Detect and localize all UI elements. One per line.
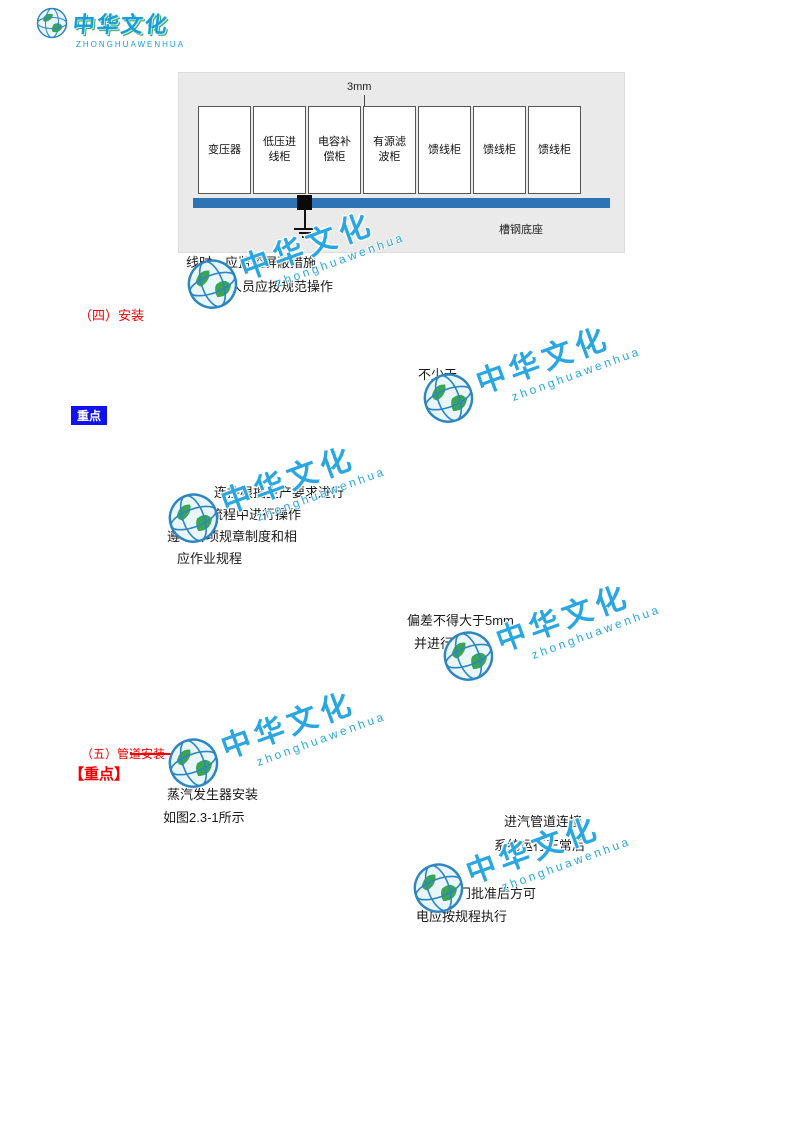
- cabinet-box-incoming: 低压进 线柜: [253, 106, 306, 194]
- cabinet-box-feeder-3: 馈线柜: [528, 106, 581, 194]
- ground-symbol-line: [302, 236, 308, 238]
- watermark: 中华文化 zhonghuawenhua: [159, 669, 388, 798]
- watermark-subtitle: zhonghuawenhua: [509, 343, 643, 404]
- channel-steel-base-bar: [193, 198, 610, 208]
- body-text-line: 统节的流程中进行操作: [171, 507, 302, 522]
- body-text-line: 遵守各项规章制度和相: [167, 529, 298, 544]
- body-text-line: 安全部门批准后方可: [419, 886, 537, 901]
- body-text-line: 应作业规程: [177, 551, 243, 566]
- body-text-line: 进汽管道连接: [504, 814, 583, 829]
- red-heading: 【重点】: [69, 766, 130, 783]
- brand-title: 中华文化: [71, 12, 171, 37]
- cabinet-label: 馈线柜: [538, 143, 571, 156]
- blue-highlight-tag: 重点: [71, 406, 108, 425]
- red-underline: [130, 753, 188, 755]
- body-text-line: 系统运行正常后: [494, 838, 586, 853]
- watermark-title: 中华文化: [492, 579, 635, 659]
- body-text-line: 电应按规程执行: [416, 909, 508, 924]
- cabinet-box-capacitor: 电容补 偿柜: [308, 106, 361, 194]
- watermark-subtitle: zhonghuawenhua: [529, 601, 663, 662]
- watermark-title: 中华文化: [472, 321, 615, 401]
- cabinet-box-filter: 有源滤 波柜: [363, 106, 416, 194]
- body-text-line: 如图2.3-1所示: [163, 810, 245, 825]
- body-text-line: 连接根据生产要求进行: [214, 485, 345, 500]
- brand-logo: 中华文化 ZHONGHUAWENHUA: [36, 7, 185, 49]
- cabinet-label: 变压器: [208, 143, 241, 156]
- cabinet-box-feeder-1: 馈线柜: [418, 106, 471, 194]
- ground-symbol-line: [294, 228, 315, 230]
- watermark-title: 中华文化: [217, 686, 360, 766]
- cabinet-box-feeder-2: 馈线柜: [473, 106, 526, 194]
- body-text-line: 偏差不得大于5mm: [407, 613, 514, 628]
- watermark-text: 中华文化 zhonghuawenhua: [489, 562, 663, 671]
- cabinet-row: 变压器 低压进 线柜 电容补 偿柜 有源滤 波柜 馈线柜 馈线柜 馈线柜: [198, 106, 581, 194]
- body-text-line: 线时，应监控屏蔽措施: [186, 255, 317, 270]
- brand-subtitle: ZHONGHUAWENHUA: [76, 40, 186, 49]
- globe-logo-icon: [36, 7, 68, 39]
- ground-connection-block: [297, 195, 312, 210]
- ground-symbol-line: [299, 232, 311, 234]
- body-text-line: 蒸汽发生器安装: [167, 787, 259, 802]
- red-heading: （五）管道安装: [81, 747, 166, 761]
- red-heading: （四）安装: [79, 308, 145, 323]
- watermark-text: 中华文化 zhonghuawenhua: [469, 304, 643, 413]
- base-label: 槽钢底座: [499, 224, 543, 236]
- cabinet-label: 馈线柜: [428, 143, 461, 156]
- cabinet-label: 馈线柜: [483, 143, 516, 156]
- body-text-line: 施工人员应按规范操作: [203, 279, 334, 294]
- cabinet-label: 有源滤 波柜: [373, 136, 406, 163]
- brand-logo-text: 中华文化 ZHONGHUAWENHUA: [71, 7, 186, 49]
- body-text-line: 并进行标识: [414, 636, 480, 651]
- body-text-line: 不少于: [418, 367, 458, 382]
- cabinet-label: 低压进 线柜: [263, 136, 296, 163]
- cabinet-box-transformer: 变压器: [198, 106, 251, 194]
- watermark-text: 中华文化 zhonghuawenhua: [214, 669, 388, 778]
- cabinet-layout-diagram: 3mm 变压器 低压进 线柜 电容补 偿柜 有源滤 波柜 馈线柜 馈线柜 馈线柜…: [178, 72, 625, 253]
- gap-leader-line: [364, 95, 365, 106]
- cabinet-label: 电容补 偿柜: [318, 136, 351, 163]
- ground-wire: [304, 210, 306, 228]
- gap-dimension-label: 3mm: [347, 81, 372, 93]
- watermark-subtitle: zhonghuawenhua: [254, 708, 388, 769]
